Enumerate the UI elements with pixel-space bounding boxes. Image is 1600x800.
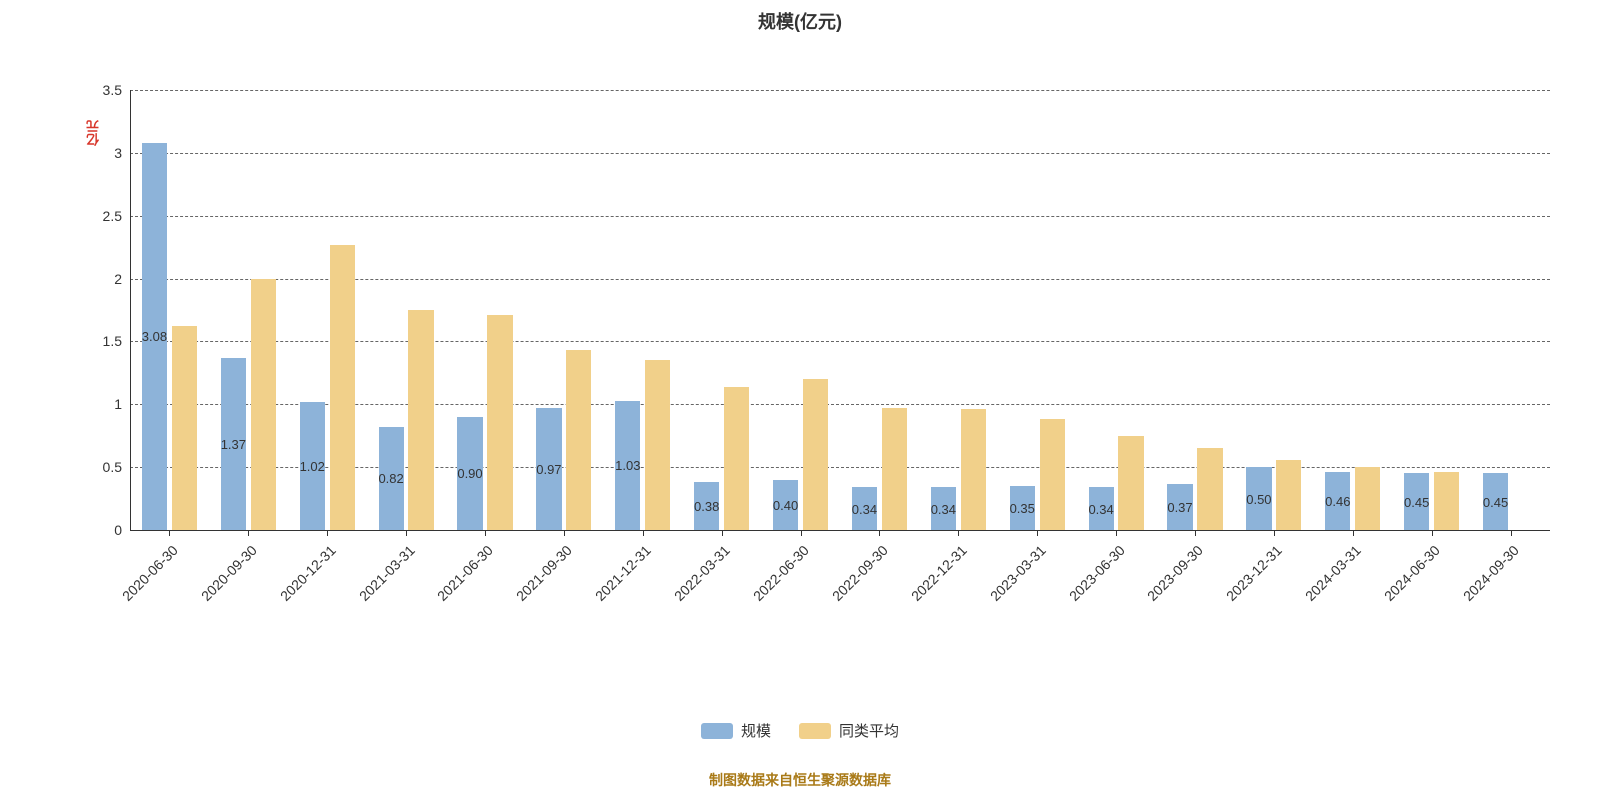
x-tick-mark	[564, 530, 565, 536]
x-tick-label: 2022-12-31	[908, 542, 970, 604]
bar-value-label: 3.08	[142, 329, 167, 344]
legend-swatch	[701, 723, 733, 739]
x-tick-label: 2020-12-31	[277, 542, 339, 604]
bar-peer-avg	[803, 379, 828, 530]
x-tick-mark	[1116, 530, 1117, 536]
x-tick-mark	[1274, 530, 1275, 536]
grid-line	[130, 90, 1550, 91]
bar-value-label: 1.02	[300, 459, 325, 474]
bar-value-label: 0.38	[694, 499, 719, 514]
bar-value-label: 0.90	[457, 466, 482, 481]
y-tick-label: 0.5	[82, 459, 122, 475]
x-tick-mark	[1195, 530, 1196, 536]
bar-value-label: 0.45	[1483, 495, 1508, 510]
bar-value-label: 0.45	[1404, 495, 1429, 510]
plot-area: 3.08 1.37 1.02 0.82 0.90 0.97 1.03 0.38 0.40 0.34…	[130, 90, 1550, 530]
x-tick-label: 2022-09-30	[829, 542, 891, 604]
bar-value-label: 0.37	[1167, 500, 1192, 515]
x-tick-label: 2023-06-30	[1065, 542, 1127, 604]
bar-peer-avg	[330, 245, 355, 530]
bar-value-label: 1.37	[221, 437, 246, 452]
x-tick-mark	[169, 530, 170, 536]
y-tick-label: 2.5	[82, 208, 122, 224]
legend-swatch	[799, 723, 831, 739]
x-tick-label: 2022-06-30	[750, 542, 812, 604]
bar-value-label: 0.46	[1325, 494, 1350, 509]
x-axis-line	[130, 530, 1550, 531]
legend-label: 同类平均	[839, 720, 899, 741]
bar-peer-avg	[487, 315, 512, 530]
x-tick-label: 2023-09-30	[1144, 542, 1206, 604]
bar-peer-avg	[566, 350, 591, 530]
chart-title: 规模(亿元)	[0, 8, 1600, 34]
grid-line	[130, 216, 1550, 217]
x-tick-label: 2020-06-30	[119, 542, 181, 604]
x-tick-mark	[406, 530, 407, 536]
y-tick-label: 3.5	[82, 82, 122, 98]
bar-value-label: 0.97	[536, 462, 561, 477]
x-tick-label: 2021-12-31	[592, 542, 654, 604]
x-tick-mark	[327, 530, 328, 536]
bar-peer-avg	[1355, 467, 1380, 530]
y-tick-label: 1	[82, 396, 122, 412]
bar-peer-avg	[961, 409, 986, 530]
y-tick-label: 3	[82, 145, 122, 161]
x-tick-label: 2020-09-30	[198, 542, 260, 604]
chart-container: 规模(亿元) 亿元 3.08 1.37 1.02 0.82 0.90 0.97 1.03 0.…	[0, 0, 1600, 800]
y-tick-label: 2	[82, 271, 122, 287]
x-tick-mark	[1432, 530, 1433, 536]
grid-line	[130, 153, 1550, 154]
x-tick-label: 2021-06-30	[434, 542, 496, 604]
legend: 规模 同类平均	[0, 720, 1600, 741]
bar-peer-avg	[1276, 460, 1301, 530]
bar-peer-avg	[882, 408, 907, 530]
x-tick-label: 2021-03-31	[355, 542, 417, 604]
legend-item: 同类平均	[799, 720, 899, 741]
x-tick-mark	[722, 530, 723, 536]
x-tick-mark	[1353, 530, 1354, 536]
x-tick-label: 2024-03-31	[1302, 542, 1364, 604]
bar-peer-avg	[1197, 448, 1222, 530]
bar-peer-avg	[1434, 472, 1459, 530]
x-tick-mark	[248, 530, 249, 536]
y-tick-label: 0	[82, 522, 122, 538]
x-tick-label: 2021-09-30	[513, 542, 575, 604]
x-tick-mark	[958, 530, 959, 536]
x-tick-label: 2024-06-30	[1381, 542, 1443, 604]
bar-peer-avg	[251, 279, 276, 530]
x-tick-mark	[643, 530, 644, 536]
y-axis-line	[130, 90, 131, 530]
bar-peer-avg	[1040, 419, 1065, 530]
x-tick-mark	[485, 530, 486, 536]
x-tick-label: 2024-09-30	[1460, 542, 1522, 604]
bar-value-label: 0.34	[1088, 502, 1113, 517]
bar-value-label: 0.40	[773, 498, 798, 513]
source-note: 制图数据来自恒生聚源数据库	[0, 770, 1600, 790]
bar-peer-avg	[724, 387, 749, 530]
bar-value-label: 0.35	[1010, 501, 1035, 516]
legend-label: 规模	[741, 720, 771, 741]
x-tick-mark	[1511, 530, 1512, 536]
bar-value-label: 0.82	[378, 471, 403, 486]
x-tick-mark	[879, 530, 880, 536]
bar-value-label: 1.03	[615, 458, 640, 473]
bar-value-label: 0.50	[1246, 492, 1271, 507]
x-tick-label: 2022-03-31	[671, 542, 733, 604]
bar-peer-avg	[645, 360, 670, 530]
bar-peer-avg	[408, 310, 433, 530]
bar-value-label: 0.34	[852, 502, 877, 517]
y-tick-label: 1.5	[82, 333, 122, 349]
x-tick-mark	[1037, 530, 1038, 536]
bar-value-label: 0.34	[931, 502, 956, 517]
legend-item: 规模	[701, 720, 771, 741]
bar-peer-avg	[172, 326, 197, 530]
x-tick-label: 2023-03-31	[987, 542, 1049, 604]
x-tick-mark	[801, 530, 802, 536]
y-axis-label: 亿元	[84, 120, 103, 146]
x-tick-label: 2023-12-31	[1223, 542, 1285, 604]
bar-peer-avg	[1118, 436, 1143, 530]
